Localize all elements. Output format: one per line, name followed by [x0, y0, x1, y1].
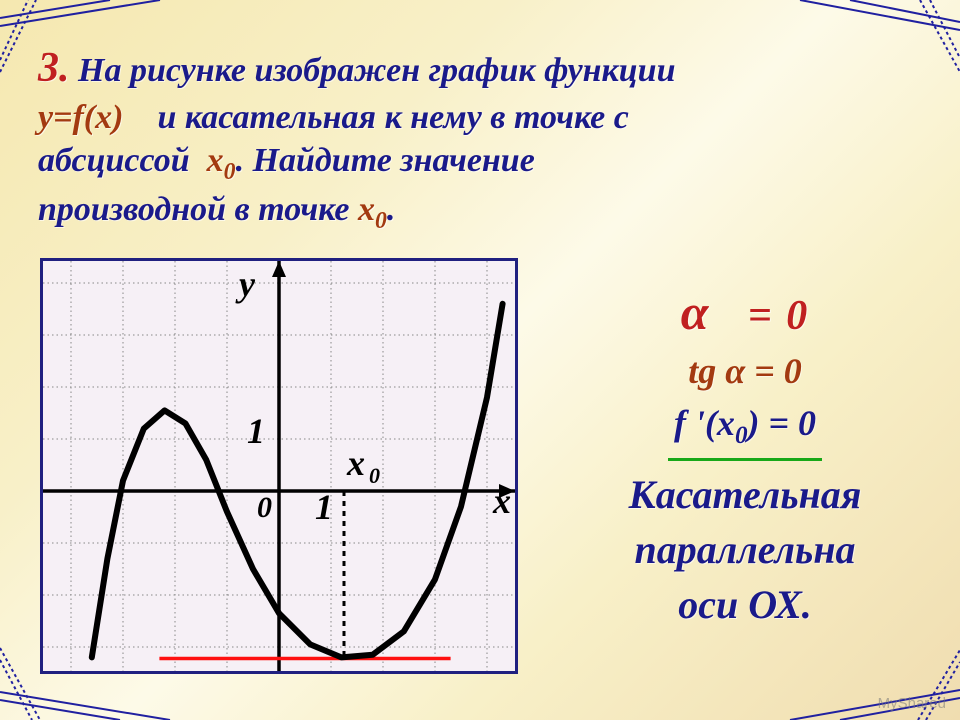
problem-text-4b: . [387, 191, 396, 228]
problem-text-3: абсциссой [38, 142, 190, 179]
tangent-parallel-text: Касательная параллельна оси ОХ. [560, 467, 930, 633]
problem-statement: 3. На рисунке изображен график функции y… [38, 42, 920, 236]
alpha-rhs: = 0 [748, 293, 809, 339]
tangent-line-2: параллельна [560, 522, 930, 577]
function-graph: yx011x0 [43, 261, 515, 671]
problem-text-2: и касательная к нему в точке с [157, 99, 628, 136]
problem-text-3b: . Найдите значение [236, 142, 535, 179]
svg-text:y: y [235, 264, 256, 304]
problem-x0sub-a: 0 [224, 159, 236, 185]
problem-x0-b: x [358, 191, 375, 228]
svg-text:x: x [492, 481, 511, 521]
svg-text:x: x [346, 443, 365, 483]
problem-number: 3. [38, 45, 70, 91]
problem-x0-a: x [207, 142, 224, 179]
problem-text-4: производной в точке [38, 191, 350, 228]
watermark: MyShared [878, 695, 946, 712]
alpha-symbol: α [681, 284, 711, 340]
svg-text:0: 0 [369, 463, 380, 488]
fprime-b: ) = 0 [748, 403, 817, 443]
problem-x0sub-b: 0 [375, 207, 387, 233]
f-prime-zero: f '(x0) = 0 [668, 399, 822, 461]
tg-alpha-zero: tg α = 0 [560, 347, 930, 397]
svg-text:0: 0 [257, 491, 272, 524]
tangent-line-1: Касательная [560, 467, 930, 522]
tangent-line-3: оси ОХ. [560, 577, 930, 632]
svg-text:1: 1 [247, 411, 265, 451]
graph-container: yx011x0 [40, 258, 518, 674]
problem-text-1: На рисунке изображен график функции [78, 52, 676, 89]
svg-text:1: 1 [315, 487, 333, 527]
fprime-a: f '(x [674, 403, 735, 443]
answers-block: α = 0 tg α = 0 f '(x0) = 0 Касательная п… [560, 278, 930, 632]
alpha-equals-zero: α = 0 [560, 278, 930, 347]
problem-fx: y=f(x) [38, 99, 123, 136]
fprime-sub: 0 [735, 422, 748, 449]
